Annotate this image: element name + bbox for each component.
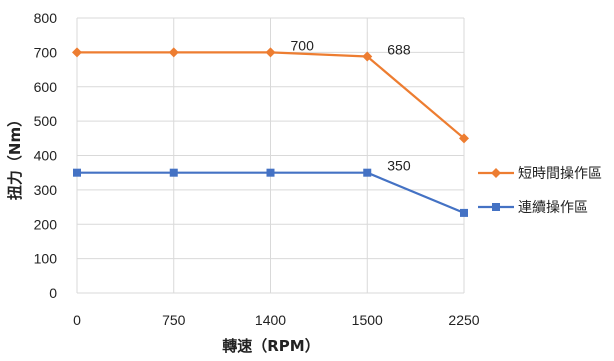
x-tick-label: 1400	[255, 312, 286, 328]
data-point	[72, 47, 82, 58]
gridlines	[76, 17, 465, 294]
x-tick-labels: 0 750 1400 1500 2250	[73, 312, 480, 328]
legend-marker	[491, 168, 501, 178]
legend-label: 連續操作區	[518, 200, 588, 216]
series-layer	[72, 47, 469, 217]
x-tick-label: 1500	[352, 312, 383, 328]
data-point	[168, 47, 179, 58]
legend-label: 短時間操作區	[518, 166, 602, 182]
x-tick-label: 0	[73, 312, 81, 328]
y-tick-labels: 0 100 200 300 400 500 600 700 800	[34, 10, 58, 301]
data-point	[363, 168, 372, 177]
y-tick-label: 700	[34, 44, 58, 60]
data-point	[169, 168, 178, 177]
data-annotations: 700 688 350	[291, 37, 411, 173]
y-tick-label: 300	[34, 182, 58, 198]
data-label: 688	[387, 42, 411, 58]
data-label: 350	[387, 158, 411, 174]
y-tick-label: 0	[49, 285, 57, 301]
data-point	[266, 168, 275, 177]
y-tick-label: 800	[34, 10, 58, 26]
y-tick-label: 100	[34, 251, 58, 267]
data-label: 700	[291, 37, 315, 53]
data-point	[73, 168, 81, 177]
y-axis-title: 扭力（Nm）	[6, 112, 24, 200]
y-tick-label: 400	[34, 148, 58, 164]
y-tick-label: 600	[34, 79, 58, 95]
data-point	[362, 51, 373, 62]
x-tick-label: 750	[162, 312, 186, 328]
y-tick-label: 200	[34, 216, 58, 232]
y-tick-label: 500	[34, 113, 58, 129]
legend-marker	[492, 203, 500, 211]
x-axis-title: 轉速（RPM）	[222, 337, 319, 355]
data-point	[460, 208, 468, 217]
x-tick-label: 2250	[448, 312, 479, 328]
data-point	[265, 47, 276, 58]
data-point	[459, 133, 469, 144]
